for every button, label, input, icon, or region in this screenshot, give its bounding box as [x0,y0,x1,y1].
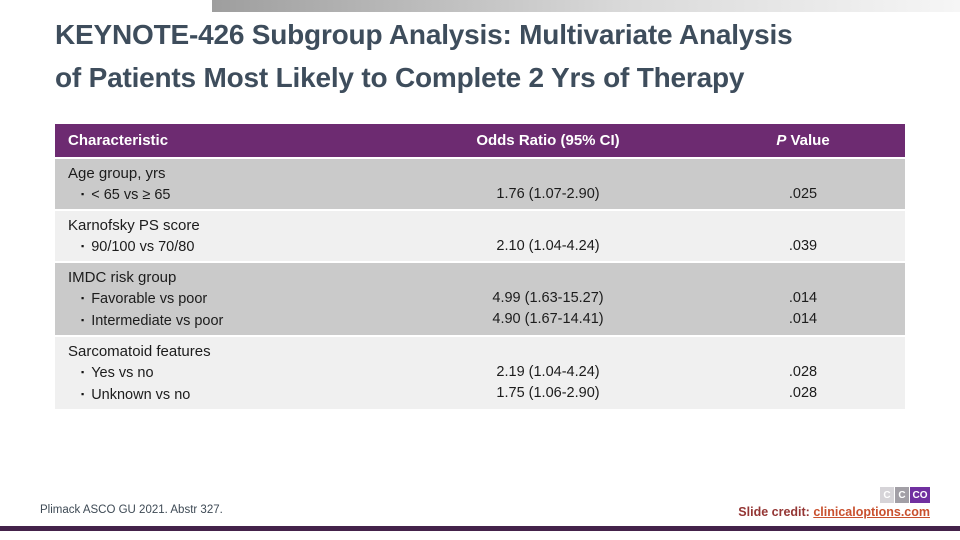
page-title: KEYNOTE-426 Subgroup Analysis: Multivari… [55,13,915,99]
p-value-cell: .028 .028 [701,341,905,406]
odds-ratio-value: 2.19 (1.04-4.24) [496,364,600,380]
slide-credit-label: Slide credit: [738,505,814,519]
comparison-item: ▪ < 65 vs ≥ 65 [68,184,395,206]
odds-ratio-cell: 4.99 (1.63-15.27) 4.90 (1.67-14.41) [395,267,701,332]
p-value-cell: .039 [701,215,905,258]
characteristic-cell: Sarcomatoid features ▪ Yes vs no ▪ Unknown v… [55,341,395,406]
comparison-item: ▪ Yes vs no [68,362,395,384]
row-category: Age group, yrs [68,165,166,182]
bullet-square-icon: ▪ [81,367,85,377]
p-value: .028 [788,385,818,401]
comparison-item: ▪ 90/100 vs 70/80 [68,236,395,258]
column-header-characteristic: Characteristic [68,132,169,149]
bottom-accent-rule [0,526,960,531]
comparison-label: Intermediate vs poor [91,313,224,329]
p-value: .039 [788,238,818,254]
cco-logo-tile: CO [910,487,930,503]
slide-credit-link[interactable]: clinicaloptions.com [813,505,930,519]
bullet-square-icon: ▪ [81,189,85,199]
table-row: Karnofsky PS score ▪ 90/100 vs 70/80 2.10 (… [55,211,905,261]
table-row: Age group, yrs ▪ < 65 vs ≥ 65 1.76 (1.07-2.… [55,159,905,209]
comparison-item: ▪ Favorable vs poor [68,288,395,310]
p-value: .025 [788,186,818,202]
table-body: Age group, yrs ▪ < 65 vs ≥ 65 1.76 (1.07-2.… [55,159,905,409]
odds-ratio-value: 1.75 (1.06-2.90) [496,385,600,401]
row-category: Sarcomatoid features [68,343,211,360]
reference-citation: Plimack ASCO GU 2021. Abstr 327. [40,504,223,516]
odds-ratio-cell: 1.76 (1.07-2.90) [395,163,701,206]
characteristic-cell: Age group, yrs ▪ < 65 vs ≥ 65 [55,163,395,206]
top-gradient-bar [212,0,960,12]
subgroup-analysis-table: Characteristic Odds Ratio (95% CI) P Val… [55,124,905,409]
bullet-square-icon: ▪ [81,293,85,303]
comparison-label: Favorable vs poor [91,291,208,307]
title-line-2: of Patients Most Likely to Complete 2 Yr… [55,62,745,93]
column-header-p-value: P Value [776,132,830,149]
bullet-square-icon: ▪ [81,389,85,399]
p-value-cell: .025 [701,163,905,206]
odds-ratio-value: 4.99 (1.63-15.27) [492,290,604,306]
column-header-odds-ratio: Odds Ratio (95% CI) [476,132,620,149]
p-value: .014 [788,311,818,327]
comparison-label: < 65 vs ≥ 65 [91,187,171,203]
odds-ratio-cell: 2.19 (1.04-4.24) 1.75 (1.06-2.90) [395,341,701,406]
comparison-label: Yes vs no [91,365,154,381]
comparison-item: ▪ Intermediate vs poor [68,310,395,332]
bullet-square-icon: ▪ [81,315,85,325]
comparison-label: 90/100 vs 70/80 [91,239,195,255]
cco-logo-tile: C [880,487,894,503]
p-value-cell: .014 .014 [701,267,905,332]
slide-credit: Slide credit: clinicaloptions.com [738,505,930,519]
characteristic-cell: IMDC risk group ▪ Favorable vs poor ▪ Interm… [55,267,395,332]
bullet-square-icon: ▪ [81,241,85,251]
comparison-item: ▪ Unknown vs no [68,384,395,406]
table-header-row: Characteristic Odds Ratio (95% CI) P Val… [55,124,905,157]
table-row: Sarcomatoid features ▪ Yes vs no ▪ Unknown v… [55,337,905,409]
p-value: .014 [788,290,818,306]
characteristic-cell: Karnofsky PS score ▪ 90/100 vs 70/80 [55,215,395,258]
row-category: IMDC risk group [68,269,177,286]
odds-ratio-value: 4.90 (1.67-14.41) [492,311,604,327]
odds-ratio-value: 1.76 (1.07-2.90) [496,186,600,202]
title-line-1: KEYNOTE-426 Subgroup Analysis: Multivari… [55,19,793,50]
odds-ratio-value: 2.10 (1.04-4.24) [496,238,600,254]
cco-logo-tile: C [895,487,909,503]
p-value: .028 [788,364,818,380]
cco-logo: C C CO [880,487,930,503]
row-category: Karnofsky PS score [68,217,200,234]
comparison-label: Unknown vs no [91,387,191,403]
odds-ratio-cell: 2.10 (1.04-4.24) [395,215,701,258]
table-row: IMDC risk group ▪ Favorable vs poor ▪ Interm… [55,263,905,335]
